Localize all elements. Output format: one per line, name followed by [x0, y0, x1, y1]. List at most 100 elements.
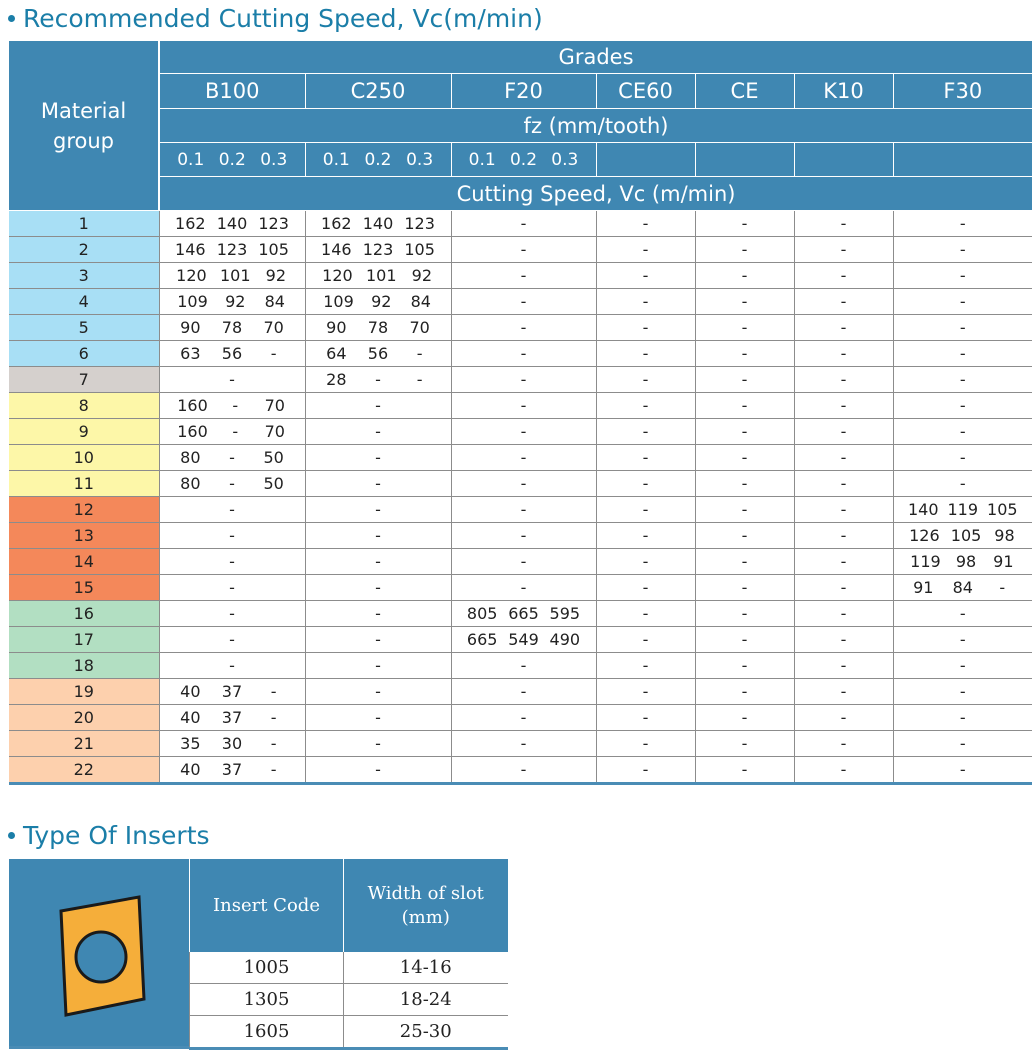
- speed-value: 101: [365, 266, 397, 285]
- speed-value: 162: [321, 214, 352, 233]
- speed-cell-k10: -: [794, 496, 894, 523]
- speed-value: 123: [216, 240, 248, 259]
- speed-cell-f30: -: [893, 730, 1032, 757]
- speed-value: 92: [225, 292, 246, 311]
- fz-value: 0.3: [260, 149, 288, 170]
- speed-cell-f30: -: [893, 704, 1032, 731]
- speed-value: 123: [362, 240, 394, 259]
- speed-cell-f20: -: [451, 288, 597, 315]
- speed-value: 50: [263, 448, 284, 467]
- speed-cell-b100: 90 78 70: [159, 314, 306, 341]
- material-group-cell: 7: [9, 366, 160, 393]
- fz-values-b100: 0.1 0.2 0.3: [159, 142, 306, 177]
- speed-cell-ce60: -: [596, 652, 696, 679]
- speed-cell-b100: -: [159, 574, 306, 601]
- speed-value: 70: [409, 318, 430, 337]
- speed-value: 126: [909, 526, 940, 545]
- speed-cell-ce: -: [695, 340, 795, 367]
- speed-value: 105: [950, 526, 982, 545]
- speed-cell-c250: -: [305, 756, 452, 785]
- speed-value: 98: [955, 552, 977, 571]
- speed-value: 140: [907, 500, 939, 519]
- speed-value: 84: [952, 578, 973, 597]
- table-row: 3 120 101 92 120 101 92- - - - -: [9, 262, 1032, 289]
- speed-value: 101: [219, 266, 251, 285]
- speed-cell-ce: -: [695, 392, 795, 419]
- speed-cell-c250: -: [305, 600, 452, 627]
- speed-cell-ce: -: [695, 756, 795, 785]
- speed-cell-k10: -: [794, 756, 894, 785]
- speed-cell-f20: -: [451, 678, 597, 705]
- speed-value: 78: [221, 318, 243, 337]
- speed-cell-c250: -: [305, 548, 452, 575]
- speed-cell-k10: -: [794, 522, 894, 549]
- speed-cell-f20: -: [451, 704, 597, 731]
- fz-values-f20: 0.1 0.2 0.3: [451, 142, 597, 177]
- table-row: 13- - - - - -126 105 98: [9, 522, 1032, 549]
- speed-cell-k10: -: [794, 340, 894, 367]
- speed-cell-ce: -: [695, 678, 795, 705]
- speed-cell-c250: -: [305, 392, 452, 419]
- speed-cell-k10: -: [794, 600, 894, 627]
- table-row: 17- -665 549 490- - - -: [9, 626, 1032, 653]
- fz-value: 0.3: [406, 149, 434, 170]
- speed-cell-b100: -: [159, 366, 306, 393]
- speed-value: -: [416, 370, 423, 389]
- speed-value: 56: [367, 344, 389, 363]
- slot-width-cell: 14-16: [343, 952, 508, 984]
- speed-value: 665: [508, 604, 539, 623]
- speed-cell-f20: -: [451, 392, 597, 419]
- speed-cell-b100: -: [159, 496, 306, 523]
- speed-cell-c250: -: [305, 496, 452, 523]
- fz-value: 0.3: [551, 149, 579, 170]
- speed-cell-f20: -: [451, 340, 597, 367]
- speed-value: 63: [180, 344, 201, 363]
- fz-values-c250: 0.1 0.2 0.3: [305, 142, 452, 177]
- speed-value: -: [270, 682, 277, 701]
- speed-value: 70: [264, 422, 285, 441]
- speed-cell-ce: -: [695, 210, 795, 237]
- fz-empty-cell: [893, 142, 1032, 177]
- speed-cell-c250: -: [305, 418, 452, 445]
- fz-empty-cell: [596, 142, 696, 177]
- table-row: 22 40 37- - - - - - -: [9, 756, 1032, 785]
- fz-header: fz (mm/tooth): [159, 108, 1032, 143]
- speed-cell-f30: -: [893, 418, 1032, 445]
- speed-value: -: [270, 734, 277, 753]
- insert-row: 1605 25-30: [189, 1015, 508, 1050]
- speed-value: 160: [177, 396, 208, 415]
- speed-value: 805: [466, 604, 498, 623]
- speed-value: 146: [321, 240, 352, 259]
- material-group-cell: 12: [9, 496, 160, 523]
- speed-cell-ce60: -: [596, 340, 696, 367]
- material-group-cell: 6: [9, 340, 160, 367]
- insert-code-header: Insert Code: [189, 859, 344, 952]
- speed-cell-ce: -: [695, 704, 795, 731]
- speed-cell-f30: -: [893, 210, 1032, 237]
- speed-value: 105: [404, 240, 435, 259]
- speed-cell-k10: -: [794, 704, 894, 731]
- speed-cell-b100: -: [159, 626, 306, 653]
- insert-row: 1005 14-16: [189, 952, 508, 984]
- speed-value: 70: [264, 396, 285, 415]
- speed-cell-b100: 109 92 84: [159, 288, 306, 315]
- grade-header-k10: K10: [794, 73, 894, 109]
- speed-cell-k10: -: [794, 392, 894, 419]
- speed-cell-ce: -: [695, 574, 795, 601]
- speed-cell-ce60: -: [596, 288, 696, 315]
- insert-icon: [9, 859, 189, 1049]
- slot-width-cell: 25-30: [343, 1015, 508, 1050]
- speed-cell-ce60: -: [596, 600, 696, 627]
- table-row: 12- - - - - -140 119 105: [9, 496, 1032, 523]
- speed-cell-k10: -: [794, 366, 894, 393]
- speed-value: 109: [177, 292, 208, 311]
- speed-cell-f20: -: [451, 652, 597, 679]
- speed-cell-c250: 162 140 123: [305, 210, 452, 237]
- divider: [9, 1046, 189, 1049]
- material-group-cell: 13: [9, 522, 160, 549]
- grade-header-ce60: CE60: [596, 73, 696, 109]
- speed-cell-f30: -: [893, 444, 1032, 471]
- section-title-text: Type Of Inserts: [23, 821, 210, 850]
- speed-cell-ce60: -: [596, 496, 696, 523]
- bullet-icon: [8, 831, 15, 839]
